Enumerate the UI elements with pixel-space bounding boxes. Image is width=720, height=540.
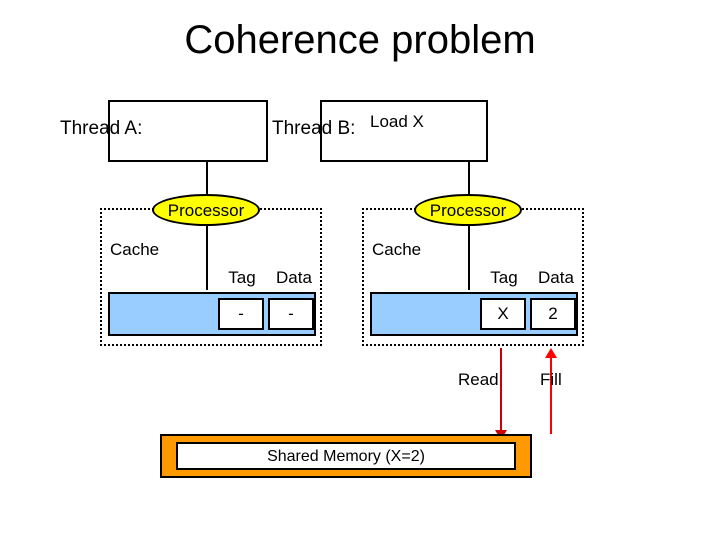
col-data-b: Data <box>532 268 580 288</box>
proc-band-connector-b <box>468 226 470 290</box>
proc-cache-b: Cache Tag Data X 2 <box>362 208 584 346</box>
cell-tag-a: - <box>218 298 264 330</box>
fill-arrow-head <box>545 348 557 358</box>
processor-a: Processor <box>152 194 260 226</box>
cache-label-b: Cache <box>372 240 421 260</box>
proc-cache-a: Cache Tag Data - - <box>100 208 322 346</box>
read-arrow-line <box>500 348 502 432</box>
cell-data-b: 2 <box>530 298 576 330</box>
proc-band-connector-a <box>206 226 208 290</box>
col-tag-a: Tag <box>218 268 266 288</box>
cache-label-a: Cache <box>110 240 159 260</box>
cell-tag-b: X <box>480 298 526 330</box>
thread-b-label: Thread B: <box>272 118 355 140</box>
connector-b <box>468 162 470 196</box>
col-tag-b: Tag <box>480 268 528 288</box>
processor-b: Processor <box>414 194 522 226</box>
fill-label: Fill <box>540 370 562 390</box>
cell-data-a: - <box>268 298 314 330</box>
connector-a <box>206 162 208 196</box>
shared-memory: Shared Memory (X=2) <box>176 442 516 470</box>
col-data-a: Data <box>270 268 318 288</box>
page-title: Coherence problem <box>0 18 720 63</box>
thread-b-op: Load X <box>370 112 424 132</box>
thread-a-label: Thread A: <box>60 118 142 140</box>
read-label: Read <box>458 370 499 390</box>
